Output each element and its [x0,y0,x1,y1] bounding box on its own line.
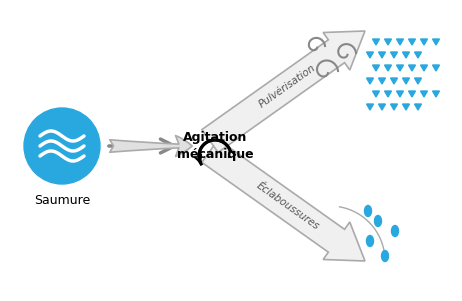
Text: Éclaboussures: Éclaboussures [254,180,321,232]
Ellipse shape [365,206,371,216]
Text: Saumure: Saumure [34,194,90,207]
Ellipse shape [375,216,382,226]
Text: Agitation
mécanique: Agitation mécanique [176,131,253,161]
Text: Pulvérisation: Pulvérisation [257,63,318,110]
Ellipse shape [391,225,399,237]
Polygon shape [202,140,365,261]
Ellipse shape [366,235,373,247]
Polygon shape [202,31,365,152]
Circle shape [24,108,100,184]
Ellipse shape [382,250,389,262]
